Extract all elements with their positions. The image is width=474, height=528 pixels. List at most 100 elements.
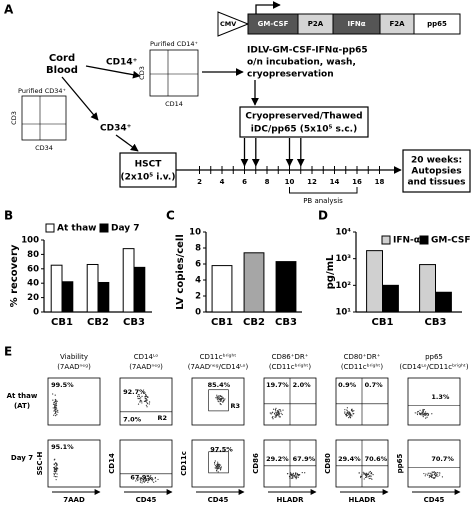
event-dot — [296, 473, 298, 476]
event-dot — [148, 401, 151, 403]
mini-plot-axis: CD3 — [10, 111, 18, 125]
panel-letter: D — [318, 209, 328, 223]
event-dot — [292, 472, 294, 474]
event-dot — [54, 413, 56, 415]
vaccine-box — [239, 106, 369, 138]
event-dot — [53, 472, 55, 475]
event-dot — [148, 479, 150, 481]
event-dot — [155, 480, 157, 482]
column-subtitle: (CD11cᵇʳⁱᵍʰᵗ) — [341, 363, 384, 371]
event-dot — [217, 463, 219, 466]
event-dot — [435, 474, 437, 476]
event-dot — [427, 474, 429, 476]
event-dot — [217, 471, 219, 473]
event-dot — [144, 396, 147, 398]
event-dot — [278, 413, 280, 415]
event-dot — [53, 401, 56, 403]
row-label: At thaw — [7, 392, 38, 400]
column-subtitle: (7AADⁿᵉᵍ) — [57, 363, 91, 371]
event-dot — [55, 479, 57, 481]
event-dot — [416, 413, 419, 416]
gate-percentage: 70.7% — [431, 455, 454, 463]
event-dot — [301, 471, 303, 474]
event-dot — [368, 471, 370, 473]
y-tick-label: 0 — [195, 308, 201, 318]
gate-percentage: 97.5% — [210, 445, 233, 453]
timeline-label: 12 — [307, 178, 317, 186]
event-dot — [424, 411, 427, 413]
legend-swatch — [381, 235, 391, 245]
event-dot — [427, 413, 429, 415]
event-dot — [139, 398, 141, 400]
event-dot — [139, 478, 141, 480]
event-dot — [349, 415, 351, 418]
mini-plot — [21, 95, 67, 141]
event-dot — [353, 410, 355, 412]
timeline-label: 18 — [375, 178, 385, 186]
event-dot — [213, 461, 216, 464]
event-dot — [137, 396, 139, 398]
transcription-arrow — [255, 1, 281, 14]
event-dot — [438, 474, 441, 476]
column-title: CD11cᵇʳⁱᵍʰᵗ — [200, 353, 237, 361]
event-dot — [275, 407, 277, 409]
event-dot — [55, 462, 57, 464]
event-dot — [348, 413, 350, 415]
panel-letter: B — [4, 209, 13, 223]
row-label: Day 7 — [11, 454, 33, 462]
event-dot — [54, 394, 56, 396]
event-dot — [294, 476, 297, 478]
x-axis-label: CD45 — [208, 496, 229, 504]
gate — [208, 451, 229, 474]
event-dot — [417, 410, 419, 413]
gate-percentage: 7.0% — [123, 415, 142, 423]
event-dot — [349, 414, 352, 417]
event-dot — [420, 412, 422, 415]
column-title: CD14ᴸᵒ — [134, 353, 159, 361]
event-dot — [54, 410, 57, 413]
event-dot — [431, 413, 433, 415]
event-dot — [293, 474, 295, 476]
event-dot — [359, 475, 362, 477]
event-dot — [416, 412, 418, 414]
event-dot — [272, 411, 274, 413]
gate-percentage: 85.4% — [208, 381, 231, 389]
event-dot — [140, 399, 142, 401]
timeline-label: 6 — [242, 178, 247, 186]
event-dot — [275, 411, 277, 413]
event-dot — [143, 481, 145, 483]
event-dot — [277, 410, 279, 412]
event-dot — [424, 413, 426, 415]
event-dot — [147, 481, 149, 483]
event-dot — [291, 477, 293, 479]
event-dot — [432, 477, 434, 479]
event-dot — [281, 413, 283, 416]
y-tick-label: 20 — [27, 293, 39, 303]
legend-swatch — [99, 223, 109, 233]
event-dot — [430, 473, 432, 475]
event-dot — [270, 413, 272, 415]
arrow — [85, 65, 141, 79]
gate-percentage: 95.1% — [51, 443, 74, 451]
event-dot — [137, 397, 139, 400]
y-tick-label: 10⁴ — [335, 228, 351, 238]
y-tick-label: 40 — [27, 279, 39, 289]
construct-box — [413, 13, 461, 35]
event-dot — [52, 403, 55, 405]
event-dot — [143, 477, 146, 480]
event-dot — [147, 480, 149, 482]
event-dot — [144, 480, 146, 482]
construct-element: pp65 — [427, 20, 447, 28]
event-dot — [220, 468, 222, 470]
panel-letter: E — [4, 345, 12, 359]
event-dot — [218, 397, 220, 399]
y-axis-label: pg/mL — [325, 254, 336, 289]
event-dot — [292, 477, 294, 479]
column-title: pp65 — [425, 353, 443, 361]
event-dot — [141, 400, 143, 402]
event-dot — [272, 418, 274, 420]
event-dot — [220, 399, 222, 401]
event-dot — [423, 414, 425, 416]
event-dot — [217, 463, 219, 465]
